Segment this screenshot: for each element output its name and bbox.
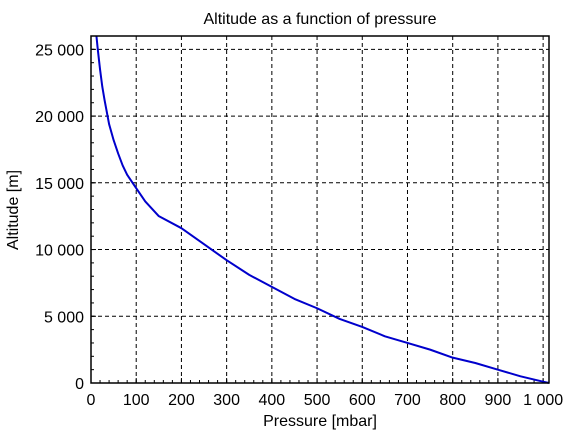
x-tick-label: 700: [394, 392, 421, 409]
x-tick-label: 400: [258, 392, 285, 409]
x-tick-label: 600: [349, 392, 376, 409]
y-tick-label: 15 000: [35, 176, 84, 193]
x-tick-labels: 0 100 200 300 400 500 600 700 800 900 1 000: [87, 392, 564, 409]
series-layer: [95, 35, 550, 384]
x-tick-label: 1 000: [523, 392, 563, 409]
x-tick-label: 200: [168, 392, 195, 409]
x-tick-label: 800: [439, 392, 466, 409]
altitude-series-line: [95, 35, 550, 384]
grid-lines: [91, 36, 549, 383]
y-tick-label: 0: [75, 376, 84, 393]
y-axis-label: Altitude [m]: [5, 170, 22, 250]
y-tick-label: 5 000: [44, 309, 84, 326]
chart-title: Altitude as a function of pressure: [203, 11, 436, 28]
y-tick-label: 25 000: [35, 42, 84, 59]
x-tick-label: 0: [87, 392, 96, 409]
y-tick-labels: 0 5 000 10 000 15 000 20 000 25 000: [35, 42, 84, 393]
plot-frame: [90, 35, 550, 384]
x-tick-label: 500: [304, 392, 331, 409]
y-tick-label: 10 000: [35, 243, 84, 260]
x-tick-label: 300: [213, 392, 240, 409]
y-tick-label: 20 000: [35, 109, 84, 126]
x-axis-label: Pressure [mbar]: [263, 413, 377, 430]
x-tick-label: 100: [123, 392, 150, 409]
x-tick-label: 900: [485, 392, 512, 409]
